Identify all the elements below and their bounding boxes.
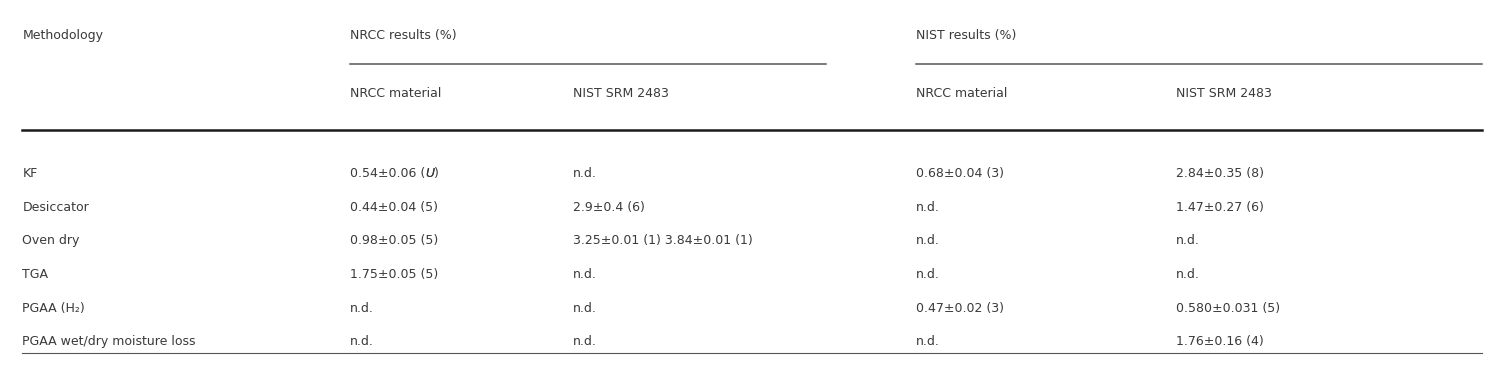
Text: 1.76±0.16 (4): 1.76±0.16 (4)	[1176, 335, 1264, 348]
Text: n.d.: n.d.	[916, 200, 940, 214]
Text: NRCC material: NRCC material	[350, 87, 441, 100]
Text: 0.44±0.04 (5): 0.44±0.04 (5)	[350, 200, 438, 214]
Text: 1.47±0.27 (6): 1.47±0.27 (6)	[1176, 200, 1264, 214]
Text: 0.98±0.05 (5): 0.98±0.05 (5)	[350, 234, 438, 247]
Text: n.d.: n.d.	[573, 301, 597, 315]
Text: n.d.: n.d.	[573, 268, 597, 281]
Text: PGAA (H₂): PGAA (H₂)	[22, 301, 85, 315]
Text: 3.25±0.01 (1) 3.84±0.01 (1): 3.25±0.01 (1) 3.84±0.01 (1)	[573, 234, 753, 247]
Text: 0.68±0.04 (3): 0.68±0.04 (3)	[916, 167, 1004, 180]
Text: NIST results (%): NIST results (%)	[916, 29, 1015, 42]
Text: n.d.: n.d.	[350, 335, 374, 348]
Text: n.d.: n.d.	[573, 167, 597, 180]
Text: U: U	[426, 167, 435, 180]
Text: 1.75±0.05 (5): 1.75±0.05 (5)	[350, 268, 438, 281]
Text: Methodology: Methodology	[22, 29, 103, 42]
Text: KF: KF	[22, 167, 37, 180]
Text: NIST SRM 2483: NIST SRM 2483	[1176, 87, 1272, 100]
Text: n.d.: n.d.	[573, 335, 597, 348]
Text: PGAA wet/dry moisture loss: PGAA wet/dry moisture loss	[22, 335, 197, 348]
Text: NIST SRM 2483: NIST SRM 2483	[573, 87, 669, 100]
Text: U: U	[426, 167, 435, 180]
Text: n.d.: n.d.	[916, 268, 940, 281]
Text: n.d.: n.d.	[350, 301, 374, 315]
Text: 0.580±0.031 (5): 0.580±0.031 (5)	[1176, 301, 1281, 315]
Text: 2.9±0.4 (6): 2.9±0.4 (6)	[573, 200, 645, 214]
Text: 0.47±0.02 (3): 0.47±0.02 (3)	[916, 301, 1004, 315]
Text: Desiccator: Desiccator	[22, 200, 89, 214]
Text: n.d.: n.d.	[1176, 234, 1200, 247]
Text: NRCC results (%): NRCC results (%)	[350, 29, 457, 42]
Text: TGA: TGA	[22, 268, 48, 281]
Text: 0.54±0.06 (: 0.54±0.06 (	[350, 167, 426, 180]
Text: NRCC material: NRCC material	[916, 87, 1007, 100]
Text: n.d.: n.d.	[1176, 268, 1200, 281]
Text: Oven dry: Oven dry	[22, 234, 80, 247]
Text: n.d.: n.d.	[916, 234, 940, 247]
Text: ): )	[435, 167, 439, 180]
Text: n.d.: n.d.	[916, 335, 940, 348]
Text: 2.84±0.35 (8): 2.84±0.35 (8)	[1176, 167, 1264, 180]
